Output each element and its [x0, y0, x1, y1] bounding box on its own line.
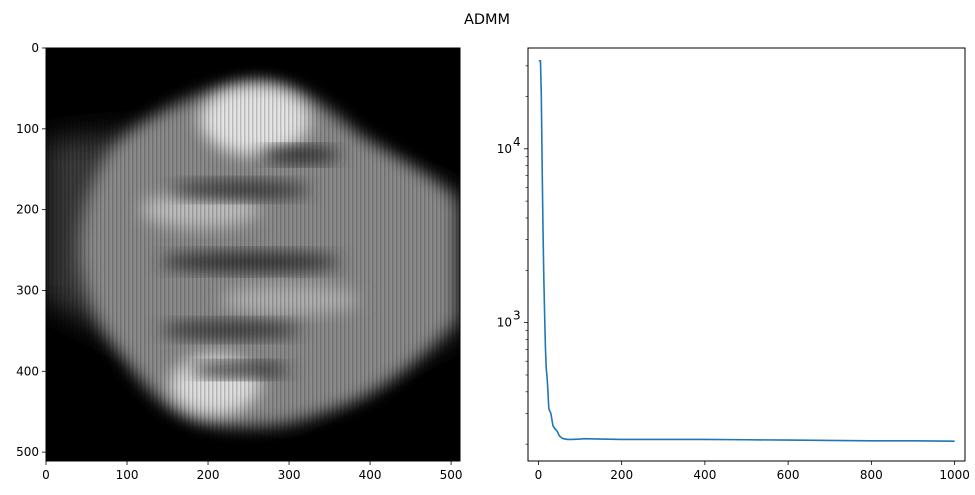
- x-tick-label: 100: [116, 468, 139, 482]
- x-tick-label: 200: [197, 468, 220, 482]
- x-tick-label: 0: [42, 468, 50, 482]
- y-tick-label: 200: [16, 203, 39, 217]
- x-tick-label: 400: [359, 468, 382, 482]
- image-panel: 0 100 200 300 400 500 0 100 200 300 400 500: [16, 41, 462, 482]
- x-tick-label: 400: [693, 468, 716, 482]
- image-streak-overlay: [46, 48, 460, 461]
- image-y-axis: 0 100 200 300 400 500: [16, 41, 46, 459]
- y-tick-exponent: 3: [513, 309, 521, 323]
- image-frame: [45, 47, 461, 462]
- y-tick-exponent: 4: [513, 135, 521, 149]
- x-tick-label: 0: [535, 468, 543, 482]
- y-tick-label: 10: [497, 142, 512, 156]
- x-tick-label: 500: [440, 468, 463, 482]
- image-x-axis: 0 100 200 300 400 500: [42, 461, 463, 482]
- figure-title: ADMM: [464, 12, 510, 28]
- y-tick-label: 100: [16, 122, 39, 136]
- y-tick-label: 500: [16, 445, 39, 459]
- x-tick-label: 1000: [939, 468, 970, 482]
- y-tick-label: 300: [16, 283, 39, 297]
- x-tick-label: 800: [860, 468, 883, 482]
- x-tick-label: 200: [610, 468, 633, 482]
- y-tick-label: 10: [497, 316, 512, 330]
- plot-frame: [527, 47, 966, 462]
- image-content: [46, 48, 460, 461]
- series-line: [538, 60, 955, 442]
- y-tick-label: 400: [16, 364, 39, 378]
- x-tick-label: 300: [278, 468, 301, 482]
- x-tick-label: 600: [777, 468, 800, 482]
- y-tick-label: 0: [31, 41, 39, 55]
- line-x-axis: 0 200 400 600 800 1000: [535, 461, 970, 482]
